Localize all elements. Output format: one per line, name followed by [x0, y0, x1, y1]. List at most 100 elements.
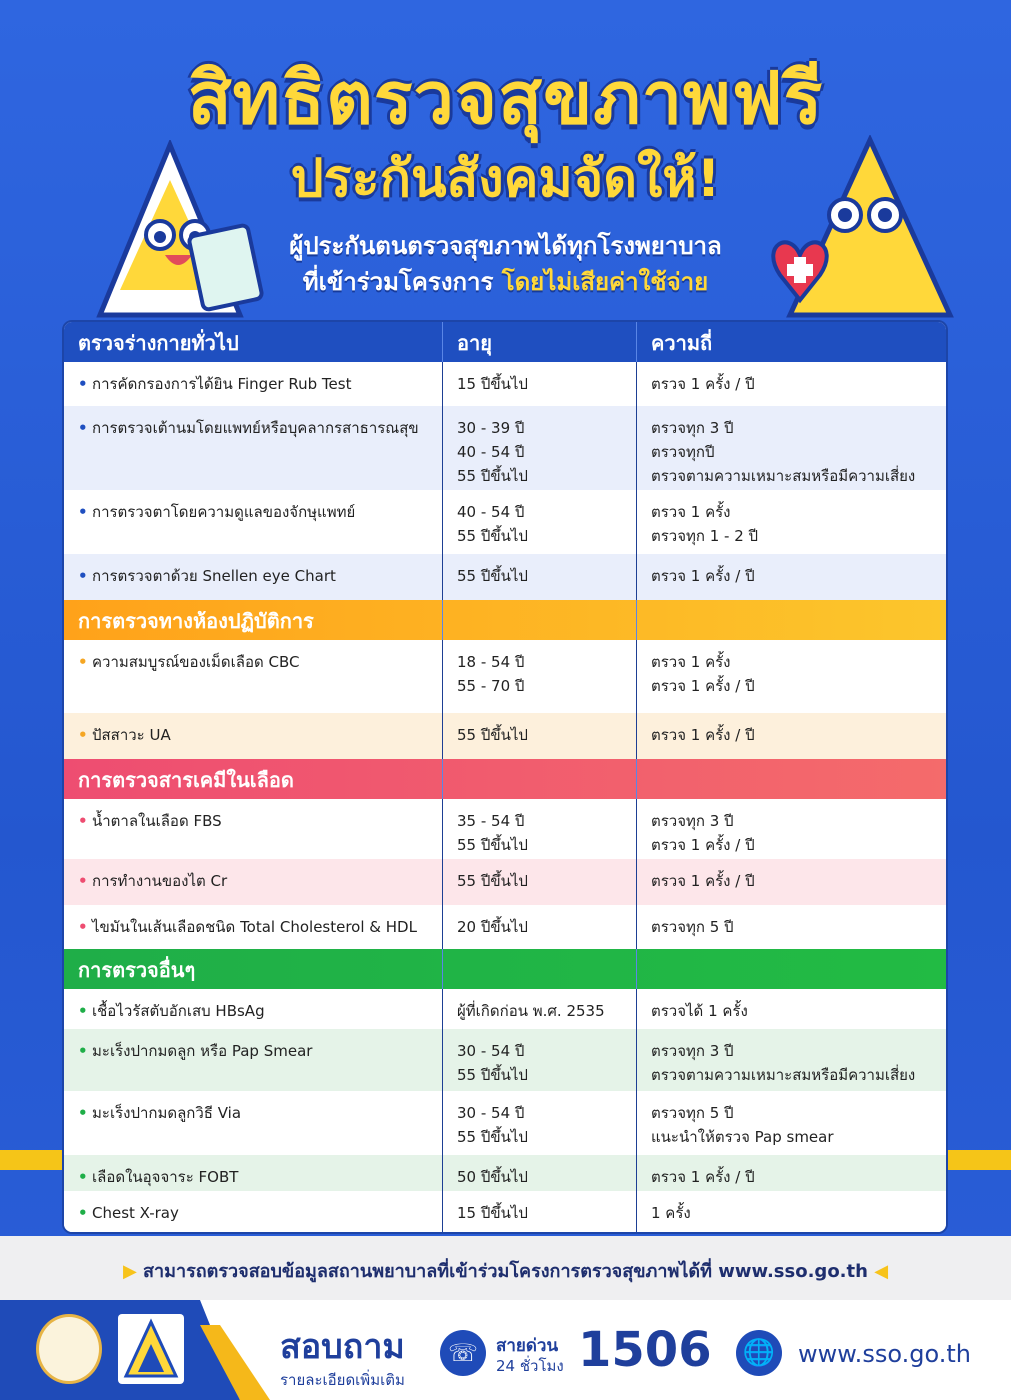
hotline-number[interactable]: 1506: [578, 1322, 712, 1378]
website-link[interactable]: www.sso.go.th: [798, 1340, 971, 1368]
frequency-cell: ตรวจ 1 ครั้ง / ปี: [636, 713, 946, 759]
exam-name-cell: • น้ำตาลในเลือด FBS: [64, 799, 442, 859]
section-header: ตรวจร่างกายทั่วไป อายุ ความถี่: [64, 322, 946, 362]
bullet-icon: •: [78, 653, 88, 671]
globe-icon: 🌐: [736, 1330, 782, 1376]
sso-logo: [118, 1314, 184, 1384]
exam-name-cell: • การทำงานของไต Cr: [64, 859, 442, 905]
frequency-cell: ตรวจทุก 5 ปี: [636, 905, 946, 949]
exam-item: • การคัดกรองการได้ยิน Finger Rub Test: [78, 372, 428, 396]
bullet-icon: •: [78, 1104, 88, 1122]
frequency-cell: ตรวจทุก 3 ปี ตรวจตามความเหมาะสมหรือมีความ…: [636, 1029, 946, 1091]
info-strip: [0, 1236, 1011, 1300]
age-value: 20 ปีขึ้นไป: [457, 918, 528, 936]
exam-name: การตรวจเต้านมโดยแพทย์หรือบุคลากรสาธารณสุ…: [92, 419, 419, 437]
age-cell: 30 - 54 ปี 55 ปีขึ้นไป: [442, 1091, 636, 1155]
exam-name: เลือดในอุจจาระ FOBT: [92, 1168, 239, 1186]
section-title: การตรวจสารเคมีในเลือด: [78, 768, 294, 792]
frequency-value: ตรวจทุก 1 - 2 ปี: [651, 527, 759, 545]
table-row: • Chest X-ray 15 ปีขึ้นไป 1 ครั้ง: [64, 1191, 946, 1232]
section-header-blank: [636, 949, 946, 989]
age-value: 30 - 54 ปี: [457, 1104, 525, 1122]
age-value: 15 ปีขึ้นไป: [457, 1204, 528, 1222]
age-value: 55 - 70 ปี: [457, 677, 525, 695]
age-value: 55 ปีขึ้นไป: [457, 872, 528, 890]
frequency-value: ตรวจ 1 ครั้ง: [651, 653, 731, 671]
frequency-value: ตรวจทุก 3 ปี: [651, 1042, 734, 1060]
frequency-value: ตรวจตามความเหมาะสมหรือมีความเสี่ยง: [651, 467, 916, 485]
inquiry-heading: สอบถาม: [280, 1327, 405, 1367]
frequency-value: ตรวจ 1 ครั้ง / ปี: [651, 836, 755, 854]
exam-item: • มะเร็งปากมดลูก หรือ Pap Smear: [78, 1039, 428, 1063]
exam-name: การทำงานของไต Cr: [92, 872, 228, 890]
frequency-cell: ตรวจ 1 ครั้ง / ปี: [636, 554, 946, 600]
age-cell: 20 ปีขึ้นไป: [442, 905, 636, 949]
frequency-value: ตรวจ 1 ครั้ง / ปี: [651, 726, 755, 744]
hospital-info-note: ▶ สามารถตรวจสอบข้อมูลสถานพยาบาลที่เข้าร่…: [0, 1256, 1011, 1285]
column-header-age: อายุ: [442, 322, 636, 362]
exam-name-cell: • การคัดกรองการได้ยิน Finger Rub Test: [64, 362, 442, 406]
section-header: การตรวจทางห้องปฏิบัติการ: [64, 600, 946, 640]
main-subtitle: ประกันสังคมจัดให้!: [290, 149, 721, 209]
age-value: 55 ปีขึ้นไป: [457, 567, 528, 585]
age-value: 18 - 54 ปี: [457, 653, 525, 671]
phone-icon: ☏: [440, 1330, 486, 1376]
exam-item: • ความสมบูรณ์ของเม็ดเลือด CBC: [78, 650, 428, 674]
exam-name: การตรวจตาด้วย Snellen eye Chart: [92, 567, 336, 585]
hotline-hours: 24 ชั่วโมง: [496, 1357, 564, 1375]
frequency-value: ตรวจ 1 ครั้ง / ปี: [651, 872, 755, 890]
age-value: 35 - 54 ปี: [457, 812, 525, 830]
age-cell: 15 ปีขึ้นไป: [442, 1191, 636, 1232]
frequency-value: ตรวจ 1 ครั้ง: [651, 503, 731, 521]
bullet-icon: •: [78, 1168, 88, 1186]
age-cell: ผู้ที่เกิดก่อน พ.ศ. 2535: [442, 989, 636, 1029]
frequency-cell: ตรวจ 1 ครั้ง ตรวจ 1 ครั้ง / ปี: [636, 640, 946, 713]
exam-name-cell: • Chest X-ray: [64, 1191, 442, 1232]
table-row: • เลือดในอุจจาระ FOBT 50 ปีขึ้นไป ตรวจ 1 คร…: [64, 1155, 946, 1191]
table-row: • เชื้อไวรัสตับอักเสบ HBsAg ผู้ที่เกิดก่อน…: [64, 989, 946, 1029]
exam-item: • การทำงานของไต Cr: [78, 869, 428, 893]
age-value: 55 ปีขึ้นไป: [457, 1066, 528, 1084]
bullet-icon: •: [78, 726, 88, 744]
section-header-blank: [442, 949, 636, 989]
exam-name-cell: • ความสมบูรณ์ของเม็ดเลือด CBC: [64, 640, 442, 713]
exam-item: • ปัสสาวะ UA: [78, 723, 428, 747]
exam-item: • มะเร็งปากมดลูกวิธี Via: [78, 1101, 428, 1125]
exam-name: ปัสสาวะ UA: [92, 726, 171, 744]
age-cell: 30 - 54 ปี 55 ปีขึ้นไป: [442, 1029, 636, 1091]
hotline-label: สายด่วน: [496, 1336, 559, 1356]
frequency-cell: 1 ครั้ง: [636, 1191, 946, 1232]
exam-item: • น้ำตาลในเลือด FBS: [78, 809, 428, 833]
exam-item: • เลือดในอุจจาระ FOBT: [78, 1165, 428, 1189]
age-cell: 40 - 54 ปี 55 ปีขึ้นไป: [442, 490, 636, 554]
section-header-blank: [442, 600, 636, 640]
section-header-blank: [636, 600, 946, 640]
exam-item: • Chest X-ray: [78, 1201, 428, 1225]
frequency-cell: ตรวจทุก 3 ปี ตรวจ 1 ครั้ง / ปี: [636, 799, 946, 859]
age-cell: 50 ปีขึ้นไป: [442, 1155, 636, 1191]
section-header: การตรวจอื่นๆ: [64, 949, 946, 989]
frequency-cell: ตรวจได้ 1 ครั้ง: [636, 989, 946, 1029]
exam-name-cell: • การตรวจตาด้วย Snellen eye Chart: [64, 554, 442, 600]
note-text: สามารถตรวจสอบข้อมูลสถานพยาบาลที่เข้าร่วม…: [143, 1261, 868, 1282]
age-cell: 35 - 54 ปี 55 ปีขึ้นไป: [442, 799, 636, 859]
frequency-cell: ตรวจทุก 5 ปี แนะนำให้ตรวจ Pap smear: [636, 1091, 946, 1155]
frequency-value: ตรวจทุกปี: [651, 443, 715, 461]
age-value: 40 - 54 ปี: [457, 443, 525, 461]
exam-name: Chest X-ray: [92, 1204, 179, 1222]
exam-name: มะเร็งปากมดลูกวิธี Via: [92, 1104, 242, 1122]
exam-name: ไขมันในเส้นเลือดชนิด Total Cholesterol &…: [92, 918, 417, 936]
exam-name-cell: • มะเร็งปากมดลูก หรือ Pap Smear: [64, 1029, 442, 1091]
age-cell: 55 ปีขึ้นไป: [442, 554, 636, 600]
age-value: 55 ปีขึ้นไป: [457, 467, 528, 485]
triangle-right-icon: ▶: [122, 1261, 144, 1282]
exam-name-cell: • มะเร็งปากมดลูกวิธี Via: [64, 1091, 442, 1155]
age-cell: 30 - 39 ปี 40 - 54 ปี 55 ปีขึ้นไป: [442, 406, 636, 490]
description-text: ที่เข้าร่วมโครงการ: [302, 268, 502, 296]
exam-item: • ไขมันในเส้นเลือดชนิด Total Cholesterol …: [78, 915, 428, 939]
age-value: ผู้ที่เกิดก่อน พ.ศ. 2535: [457, 1002, 605, 1020]
table-row: • การคัดกรองการได้ยิน Finger Rub Test 15 ป…: [64, 362, 946, 406]
table-row: • ความสมบูรณ์ของเม็ดเลือด CBC 18 - 54 ปี 55…: [64, 640, 946, 713]
frequency-value: ตรวจทุก 3 ปี: [651, 419, 734, 437]
exam-name: การคัดกรองการได้ยิน Finger Rub Test: [92, 375, 352, 393]
